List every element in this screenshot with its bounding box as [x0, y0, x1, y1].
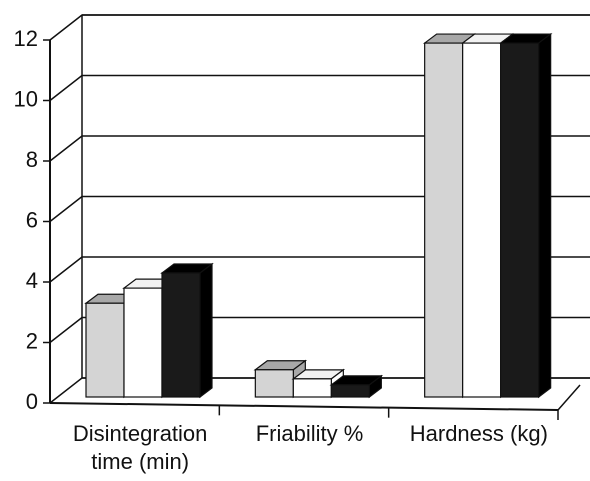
bar-front [500, 42, 540, 398]
bar [329, 374, 384, 399]
x-tick-label: Disintegration time (min) [72, 421, 208, 474]
bar-front [123, 287, 163, 398]
y-tick-label: 0 [26, 389, 38, 414]
floor-right [557, 384, 581, 411]
grid-line [49, 316, 590, 344]
bar-front [161, 272, 201, 398]
bar-side [199, 262, 213, 399]
grid-line [49, 74, 590, 102]
y-tick-label: 8 [26, 147, 38, 172]
y-tick-label: 4 [26, 268, 38, 293]
bar-side [538, 32, 552, 399]
grid-line [49, 135, 590, 162]
x-tick-label: Friability % [255, 421, 364, 446]
floor-front [49, 402, 559, 411]
grid-line [49, 377, 590, 404]
bar-front [292, 378, 332, 398]
y-tick-label: 6 [26, 207, 38, 232]
grid-line [49, 256, 590, 283]
bar [498, 32, 553, 399]
bar-front [254, 369, 294, 398]
y-tick-label: 12 [14, 26, 38, 51]
y-tick-label: 10 [14, 86, 38, 111]
bar-front [330, 384, 370, 398]
grid-line [49, 195, 590, 223]
bar-front [462, 42, 502, 398]
x-tick-label: Hardness (kg) [409, 421, 548, 446]
grid-line [49, 14, 590, 41]
y-tick-label: 2 [26, 328, 38, 353]
bar-front [85, 302, 125, 398]
bar [160, 262, 214, 399]
bar-front [424, 42, 464, 398]
